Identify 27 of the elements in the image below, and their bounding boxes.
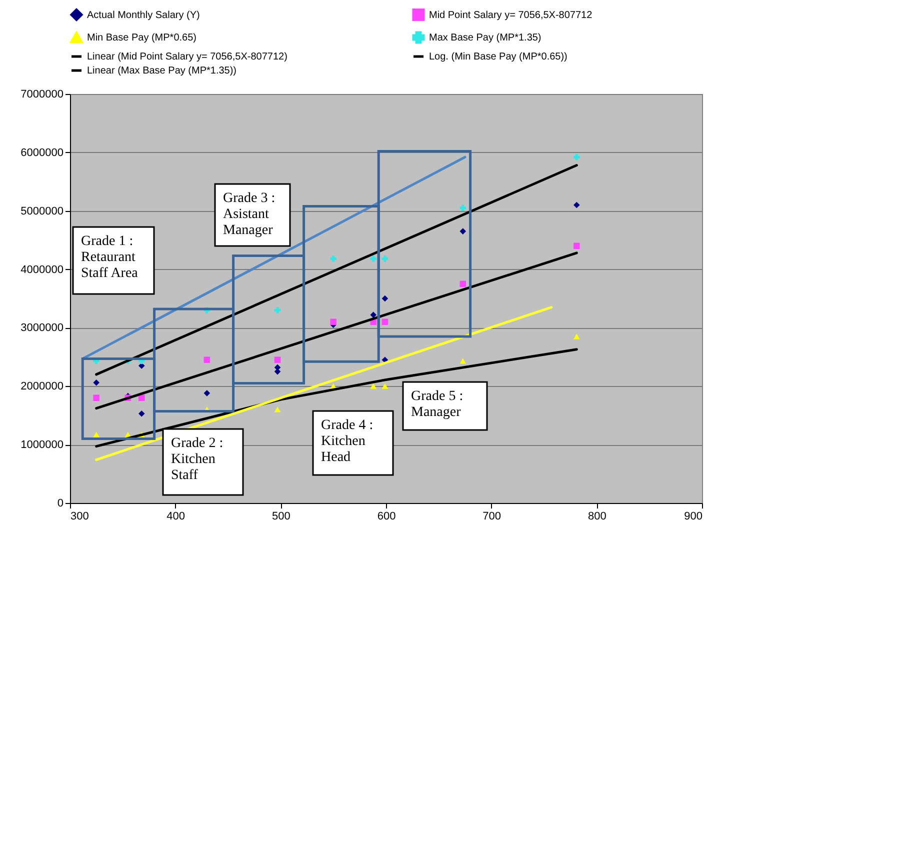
y-tick-label: 3000000 (20, 322, 64, 334)
y-tick-label: 7000000 (20, 88, 64, 100)
annotation: Grade 3 : Asistant Manager (223, 191, 276, 238)
y-tick-label: 4000000 (20, 264, 64, 276)
x-tick-label: 400 (166, 510, 186, 522)
legend-label: Log. (Min Base Pay (MP*0.65)) (429, 52, 568, 62)
x-tick-label: 500 (272, 510, 290, 522)
x-tick-label: 800 (588, 510, 606, 522)
annotation: Grade 4 : Kitchen Head (321, 418, 374, 465)
legend-label: Max Base Pay (MP*1.35) (429, 32, 542, 44)
legend-label: Mid Point Salary y= 7056,5X-807712 (429, 10, 593, 21)
x-tick-label: 300 (70, 510, 89, 522)
annotation: Grade 1 : Retaurant Staff Area (81, 234, 139, 281)
legend-label: Linear (Max Base Pay (MP*1.35)) (87, 66, 237, 76)
x-tick-label: 700 (482, 510, 502, 522)
annotation: Grade 5 : Manager (411, 389, 464, 420)
x-tick-label: 900 (684, 510, 702, 522)
x-tick-label: 600 (377, 510, 396, 522)
legend-label: Linear (Mid Point Salary y= 7056,5X-807712) (87, 52, 288, 62)
annotation: Grade 2 : Kitchen Staff (171, 436, 224, 483)
y-tick-label: 5000000 (20, 205, 64, 218)
legend-label: Actual Monthly Salary (Y) (87, 10, 200, 21)
y-tick-label: 2000000 (20, 380, 64, 393)
legend-label: Min Base Pay (MP*0.65) (87, 32, 196, 44)
y-tick-label: 6000000 (20, 146, 64, 159)
y-tick-label: 0 (57, 498, 64, 510)
y-tick-label: 1000000 (20, 439, 64, 452)
